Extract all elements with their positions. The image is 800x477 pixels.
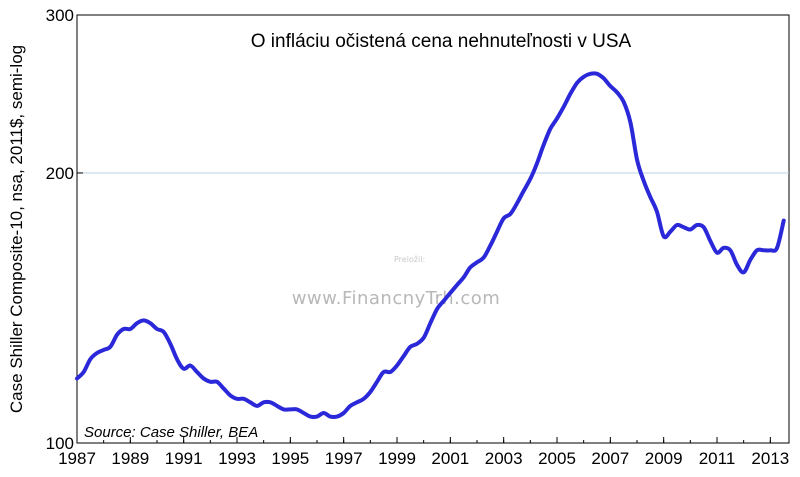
x-tick-label: 2005: [538, 449, 576, 468]
x-tick-label: 1995: [271, 449, 309, 468]
x-tick-label: 1999: [378, 449, 416, 468]
y-axis-label: Case Shiller Composite-10, nsa, 2011$, s…: [7, 45, 26, 413]
x-tick-label: 2013: [751, 449, 789, 468]
x-tick-label: 2007: [591, 449, 629, 468]
plot-area: [76, 14, 790, 444]
series-line: [75, 71, 786, 420]
x-axis: 1987 1989 1991 1993 1995 1997 1999 2001 2003 2005…: [58, 437, 789, 468]
y-tick-label: 300: [46, 6, 74, 25]
chart-title: O infláciu očistená cena nehnuteľnosti v…: [251, 31, 632, 52]
series-layer: [75, 71, 786, 420]
y-tick-label: 100: [46, 434, 74, 453]
x-tick-label: 2009: [645, 449, 683, 468]
source-note: Source: Case Shiller, BEA: [84, 424, 258, 441]
x-tick-label: 2003: [485, 449, 523, 468]
y-axis: 100 200 300: [46, 6, 83, 453]
watermark-main: www.FinancnyTrh.com: [292, 288, 501, 309]
x-tick-label: 1993: [218, 449, 256, 468]
x-tick-label: 2011: [699, 449, 736, 468]
watermark-small: Preložil:: [394, 255, 425, 264]
x-tick-label: 1997: [325, 449, 363, 468]
x-tick-label: 2001: [431, 449, 469, 468]
x-tick-label: 1989: [111, 449, 149, 468]
y-tick-label: 200: [46, 164, 74, 183]
x-tick-label: 1991: [165, 449, 203, 468]
x-tick-label: 1987: [58, 449, 96, 468]
